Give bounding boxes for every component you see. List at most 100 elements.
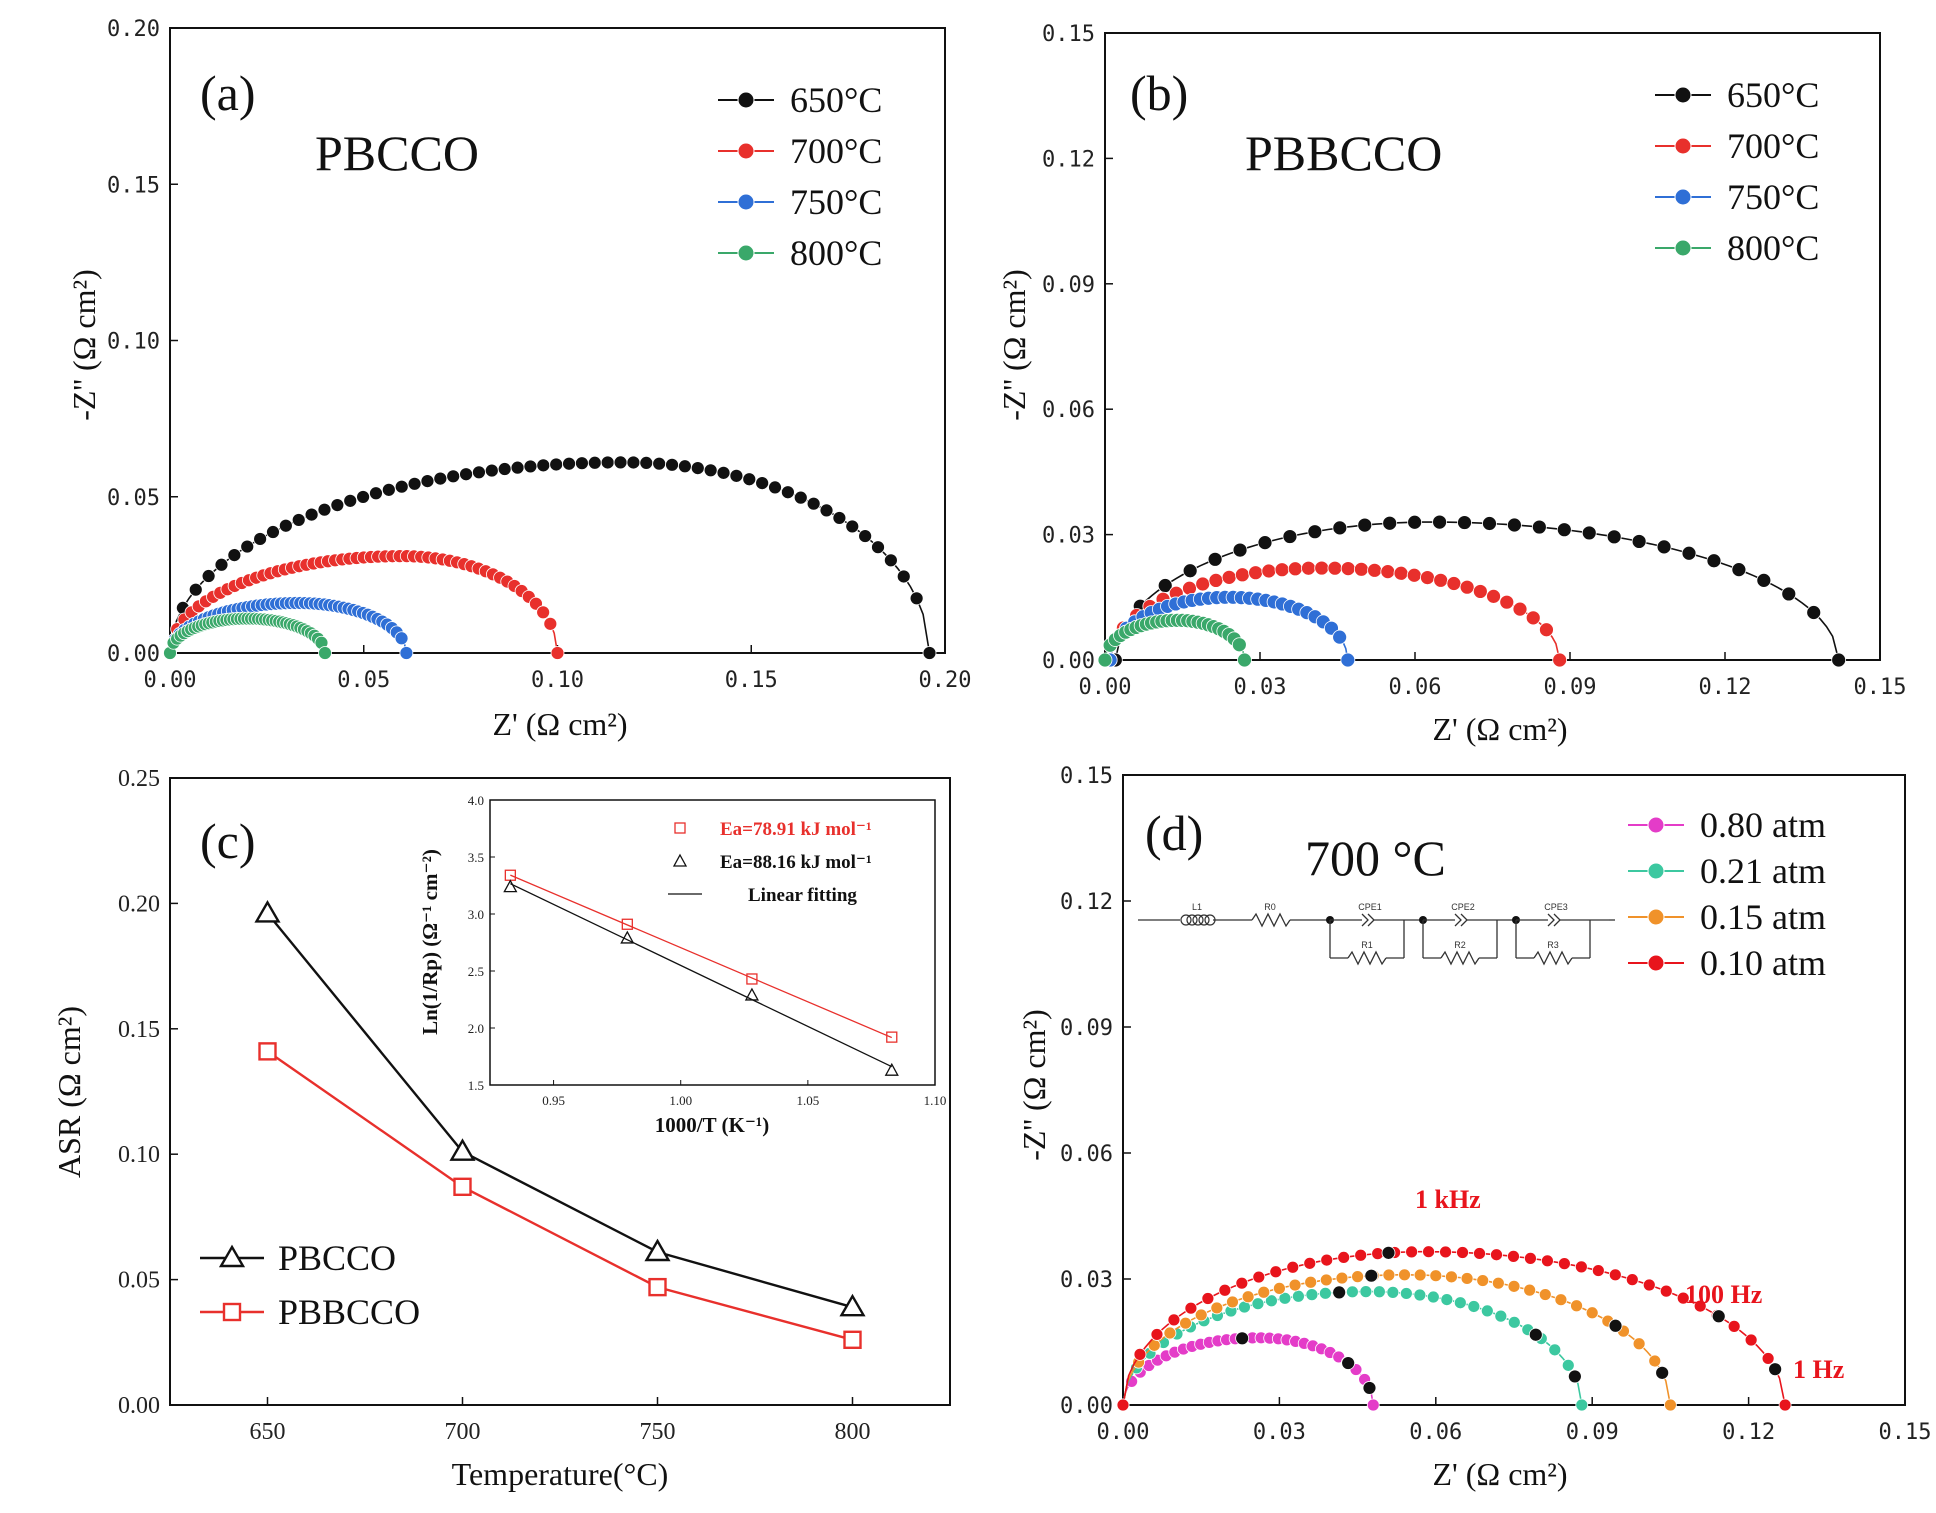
resistor-element xyxy=(1347,950,1387,966)
panel-b-y-tick-label: 0.00 xyxy=(1042,649,1095,674)
panel-a-data-point xyxy=(922,646,937,660)
panel-c-y-tick-label: 0.25 xyxy=(118,766,160,792)
asr-series-line xyxy=(266,1050,853,1341)
frequency-label-1khz: 1 kHz xyxy=(1415,1185,1481,1214)
frequency-marker-point xyxy=(1567,1369,1582,1384)
inset-legend-marker xyxy=(674,822,686,834)
panel-b-data-point xyxy=(1237,652,1252,668)
frequency-marker-point xyxy=(1341,1356,1356,1370)
panel-b-data-point xyxy=(1512,601,1528,617)
panel-a-data-point xyxy=(716,465,731,480)
panel-a-plot-frame xyxy=(169,27,946,654)
legend-label: 0.15 atm xyxy=(1700,897,1826,937)
inset-data-point-square xyxy=(746,973,758,985)
inset-y-tick-label: 4.0 xyxy=(468,793,484,808)
legend-label: 800°C xyxy=(790,233,882,273)
legend-marker xyxy=(218,1244,246,1268)
asr-data-point-triangle xyxy=(449,1138,476,1161)
panel-a-data-point xyxy=(291,513,306,527)
x-axis-title: Z' (Ω cm²) xyxy=(492,706,627,742)
panel-b-data-point xyxy=(1261,563,1277,579)
panel-a-data-point xyxy=(266,525,280,539)
circuit-label: CPE2 xyxy=(1451,902,1475,912)
panel-d-data-point xyxy=(1676,1291,1690,1305)
frequency-label-100hz: 100 Hz xyxy=(1685,1280,1762,1309)
panel-b-data-point xyxy=(1274,562,1290,578)
panel-d-data-point xyxy=(1335,1271,1349,1285)
panel-a-data-point xyxy=(549,457,564,472)
panel-a-data-point xyxy=(600,455,615,470)
panel-d-y-tick-label: 0.09 xyxy=(1060,1016,1113,1041)
legend-label: 700°C xyxy=(790,131,882,171)
panel-a-data-point xyxy=(639,456,654,470)
panel-b-data-point xyxy=(1457,515,1472,530)
panel-b-data-point xyxy=(1393,565,1409,581)
panel-b-data-point xyxy=(1459,579,1475,595)
panel-b-data-point xyxy=(1380,564,1396,580)
panel-d-data-point xyxy=(1269,1265,1283,1279)
inset-legend-label: Ea=78.91 kJ mol⁻¹ xyxy=(720,819,872,840)
panel-a-data-point xyxy=(690,461,705,475)
circuit-label: R2 xyxy=(1454,940,1466,950)
panel-b-data-point xyxy=(1221,569,1237,585)
panel-a-data-point xyxy=(399,646,414,660)
asr-data-point-triangle xyxy=(254,900,281,923)
panel-a-data-point xyxy=(433,471,448,486)
panel-d-data-point xyxy=(1399,1287,1413,1300)
panel-b-data-point xyxy=(1433,572,1449,588)
legend-marker xyxy=(1647,908,1665,926)
panel-d-data-point xyxy=(1574,1260,1588,1274)
panel-d-data-point xyxy=(1366,1398,1380,1412)
panel-d-data-point xyxy=(1386,1285,1400,1299)
panel-b-data-point xyxy=(1656,539,1672,555)
panel-b-data-point xyxy=(1446,576,1462,591)
panel-d-data-point xyxy=(1382,1268,1396,1282)
panel-d-data-point xyxy=(1632,1337,1646,1351)
inset-legend-label: Linear fitting xyxy=(748,885,857,906)
circuit-label: CPE3 xyxy=(1544,902,1568,912)
panel-label: (a) xyxy=(200,65,256,121)
circuit-label: R1 xyxy=(1361,940,1373,950)
inset-fit-line xyxy=(510,883,893,1068)
inset-x-tick-label: 1.10 xyxy=(924,1093,947,1108)
panel-d-data-point xyxy=(1476,1274,1490,1287)
panel-c: 650 700 750 800 0.00 0.05 0.10 0.15 0.20 0.25 PBCC… xyxy=(51,766,951,1492)
panel-b-data-point xyxy=(1531,519,1547,535)
panel-a-data-point xyxy=(806,496,821,511)
inset-x-tick-label: 1.00 xyxy=(669,1093,692,1108)
panel-d-y-tick-label: 0.15 xyxy=(1060,764,1113,789)
panel-b-data-point xyxy=(1486,588,1501,604)
panel-d-data-point xyxy=(1241,1290,1255,1304)
circuit-label: R3 xyxy=(1547,940,1559,950)
panel-a-data-point xyxy=(497,462,512,476)
frequency-marker-point xyxy=(1362,1381,1377,1395)
panel-b-data-point xyxy=(1499,594,1515,610)
panel-a-x-tick-label: 0.00 xyxy=(144,668,197,693)
panel-d-data-point xyxy=(1541,1254,1554,1268)
panel-a-data-point xyxy=(318,646,332,660)
panel-c-x-tick-label: 750 xyxy=(640,1419,676,1445)
panel-b-data-point xyxy=(1282,529,1298,544)
panel-d-data-point xyxy=(1265,1294,1278,1308)
panel-b-y-tick-label: 0.15 xyxy=(1042,22,1095,47)
legend-label: 0.80 atm xyxy=(1700,805,1826,845)
panel-b-data-point xyxy=(1182,580,1197,596)
panel-d-data-point xyxy=(1561,1358,1575,1372)
panel-c-plot-frame xyxy=(169,777,951,1406)
legend-marker xyxy=(1674,137,1692,155)
panel-d-data-point xyxy=(1507,1315,1521,1329)
panel-b-data-point xyxy=(1287,561,1303,577)
panel-d-data-point xyxy=(1659,1284,1673,1298)
panel-d-data-point xyxy=(1235,1276,1249,1290)
legend-marker xyxy=(1647,954,1665,972)
panel-d-y-tick-label: 0.06 xyxy=(1060,1142,1113,1167)
panel-a-data-point xyxy=(819,503,834,518)
panel-b-data-point xyxy=(1681,545,1697,561)
x-axis-title: Z' (Ω cm²) xyxy=(1432,711,1567,747)
panel-a-data-point xyxy=(652,456,667,471)
panel-b-data-point xyxy=(1257,535,1273,551)
panel-d-data-point xyxy=(1210,1301,1224,1315)
panel-b-data-point xyxy=(1552,652,1568,668)
cpe-element xyxy=(1361,913,1375,927)
panel-d-data-point xyxy=(1372,1285,1386,1299)
